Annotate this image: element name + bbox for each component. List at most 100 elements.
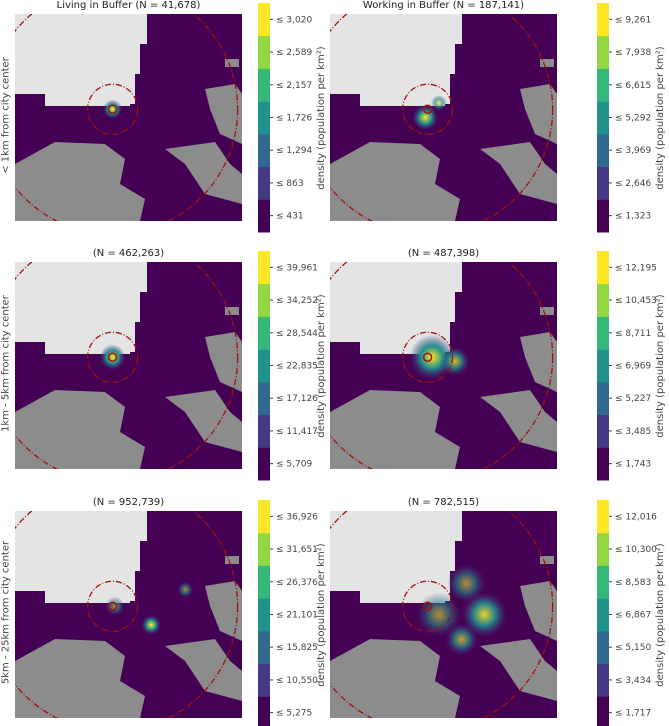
no-data-area [480, 390, 557, 452]
no-data-area [15, 390, 145, 469]
water-area [330, 511, 462, 603]
colorbar-segment [258, 565, 270, 599]
colorbar-segment [597, 500, 609, 534]
colorbar-tick-label: ≤ 2,646 [615, 179, 651, 189]
density-hotspot [99, 344, 126, 371]
colorbar-tick-label: ≤ 5,709 [276, 460, 312, 470]
colorbar-tick-label: ≤ 22,835 [276, 362, 318, 372]
buffer-5km-circle [86, 331, 139, 383]
colorbar-tick-label: ≤ 5,292 [615, 114, 651, 124]
colorbar-tick-label: ≤ 31,651 [276, 545, 318, 555]
colorbar-tick-label: ≤ 34,252 [276, 296, 318, 306]
colorbar: ≤ 1,323 ≤ 2,646 ≤ 3,969 ≤ 5,292 ≤ 6,615 ≤ 7,9… [597, 3, 666, 233]
colorbar-tick-label: ≤ 10,453 [615, 296, 657, 306]
colorbar-label: density (population per km²) [655, 543, 666, 686]
colorbar-segment [597, 381, 609, 416]
colorbar-segment [597, 283, 609, 317]
colorbar-tick-label: ≤ 3,020 [276, 15, 312, 25]
density-hotspot [103, 99, 123, 119]
colorbar: ≤ 1,743 ≤ 3,485 ≤ 5,227 ≤ 6,969 ≤ 8,711 ≤ 10,… [597, 251, 666, 481]
colorbar-segment [258, 251, 270, 285]
colorbar-segment [258, 349, 270, 383]
panel-title: (N = 952,739) [92, 497, 165, 508]
buffer-25km-circle [15, 262, 239, 469]
colorbar-segment [258, 316, 270, 350]
no-data-area [520, 581, 557, 641]
colorbar-segment [258, 447, 270, 481]
colorbar-tick-label: ≤ 7,938 [615, 48, 651, 58]
colorbar-segment [597, 133, 609, 168]
buffer-1km-circle [422, 352, 433, 362]
colorbar-label: density (population per km²) [316, 543, 327, 686]
no-data-area [330, 639, 460, 718]
colorbar-tick-label: ≤ 8,583 [615, 578, 651, 588]
colorbar: ≤ 431 ≤ 863 ≤ 1,294 ≤ 1,726 ≤ 2,157 ≤ 2,589 ≤ … [258, 3, 327, 233]
colorbar-tick-label: ≤ 12,016 [615, 512, 657, 522]
no-data-area [540, 307, 554, 315]
colorbar-segment [597, 696, 609, 726]
colorbar-segment [258, 381, 270, 416]
no-data-area [205, 332, 242, 392]
colorbar: ≤ 1,717 ≤ 3,434 ≤ 5,150 ≤ 6,867 ≤ 8,583 ≤ 10,… [597, 500, 666, 726]
no-data-area [225, 307, 239, 315]
no-data-area [330, 390, 460, 469]
density-hotspot [461, 592, 507, 637]
panel-title: Living in Buffer (N = 41,678) [56, 0, 201, 11]
colorbar-segment [258, 68, 270, 102]
colorbar-tick-label: ≤ 2,157 [276, 81, 312, 91]
colorbar-segment [597, 35, 609, 69]
colorbar-tick-label: ≤ 1,294 [276, 146, 312, 156]
colorbar-tick-label: ≤ 17,126 [276, 394, 318, 404]
colorbar-tick-label: ≤ 3,485 [615, 427, 651, 437]
buffer-5km-circle [401, 331, 454, 383]
no-data-area [480, 639, 557, 701]
buffer-25km-circle [15, 14, 239, 221]
density-map [330, 262, 557, 469]
no-data-area [205, 84, 242, 144]
row-label-1: < 1km from city center [0, 57, 12, 174]
panel-title: (N = 782,515) [407, 497, 480, 508]
colorbar-segment [258, 598, 270, 632]
colorbar-tick-label: ≤ 10,300 [615, 545, 657, 555]
colorbar-segment [597, 565, 609, 599]
colorbar-tick-label: ≤ 1,743 [615, 460, 651, 470]
buffer-25km-circle [330, 262, 554, 469]
colorbar-tick-label: ≤ 5,275 [276, 709, 312, 719]
colorbar-segment [597, 630, 609, 665]
colorbar-segment [258, 500, 270, 534]
colorbar-segment [597, 199, 609, 233]
colorbar-tick-label: ≤ 10,550 [276, 676, 318, 686]
colorbar-segment [597, 349, 609, 383]
buffer-1km-circle [107, 601, 118, 611]
colorbar-tick-label: ≤ 3,969 [615, 146, 651, 156]
density-hotspot [416, 592, 462, 637]
colorbar-tick-label: ≤ 1,717 [615, 709, 651, 719]
colorbar-tick-label: ≤ 15,825 [276, 643, 318, 653]
density-hotspot [447, 564, 486, 603]
no-data-area [165, 390, 242, 452]
row-label-2: 1km - 5km from city center [0, 295, 12, 432]
water-area [15, 511, 147, 603]
colorbar-tick-label: ≤ 5,227 [615, 394, 651, 404]
colorbar-segment [258, 35, 270, 69]
colorbar-segment [258, 663, 270, 697]
colorbar-tick-label: ≤ 8,711 [615, 329, 651, 339]
colorbar-tick-label: ≤ 26,376 [276, 578, 318, 588]
density-map [330, 14, 557, 221]
density-hotspot [177, 581, 194, 598]
buffer-25km-circle [15, 511, 239, 718]
colorbar-tick-label: ≤ 431 [276, 212, 304, 222]
density-hotspot [440, 346, 470, 376]
density-hotspot [105, 596, 125, 616]
colorbar-segment [258, 166, 270, 200]
colorbar-segment [258, 630, 270, 665]
no-data-area [15, 142, 145, 221]
colorbar-segment [597, 447, 609, 481]
buffer-5km-circle [401, 83, 454, 135]
colorbar-segment [597, 316, 609, 350]
colorbar-tick-label: ≤ 6,615 [615, 81, 651, 91]
colorbar-segment [258, 696, 270, 726]
water-area [15, 262, 147, 354]
buffer-25km-circle [330, 511, 554, 718]
